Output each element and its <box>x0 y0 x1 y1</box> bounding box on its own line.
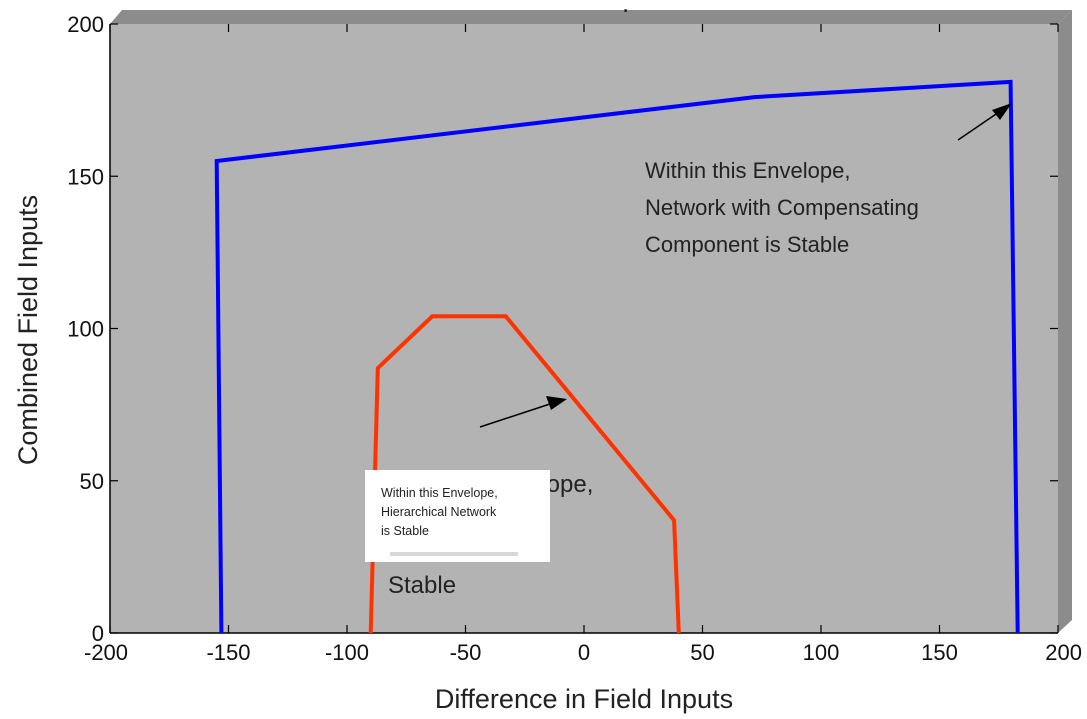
arrow-blue-annotation <box>957 103 1012 141</box>
x-axis-label: Difference in Field Inputs <box>435 684 733 714</box>
x-tick-label: 200 <box>1045 640 1082 665</box>
ticks: -200 -150 -100 -50 0 50 100 150 200 0 50 100 150 200 <box>67 12 1082 665</box>
x-tick-label: 100 <box>803 640 840 665</box>
annotation-red-box <box>365 470 550 562</box>
annotation-red-line-2: Hierarchical Network <box>381 505 497 519</box>
x-tick-label: 50 <box>690 640 714 665</box>
arrow-red-annotation <box>479 396 567 428</box>
frame-top-edge <box>110 10 1072 24</box>
frame-right-edge <box>1058 10 1072 633</box>
annotation-red-line-3: is Stable <box>381 524 429 538</box>
x-tick-label: 0 <box>578 640 590 665</box>
plot-area <box>110 24 1058 633</box>
series-line-0 <box>214 79 1020 634</box>
annotation-red-small: Within this Envelope, Hierarchical Netwo… <box>381 486 498 538</box>
y-tick-label: 100 <box>67 317 104 342</box>
y-tick-label: 0 <box>92 621 104 646</box>
y-tick-label: 150 <box>67 164 104 189</box>
annotation-blue-line-3: Component is Stable <box>645 232 849 257</box>
x-tick-label: -50 <box>450 640 482 665</box>
x-tick-label: -150 <box>206 640 250 665</box>
annotation-red-line-1: Within this Envelope, <box>381 486 498 500</box>
annotation-blue-line-1: Within this Envelope, <box>645 158 850 183</box>
y-axis-label: Combined Field Inputs <box>13 195 43 465</box>
x-tick-label: -100 <box>325 640 369 665</box>
x-tick-label: 150 <box>921 640 958 665</box>
x-tick-label: -200 <box>84 640 128 665</box>
y-tick-label: 50 <box>80 469 104 494</box>
y-tick-label: 200 <box>67 12 104 37</box>
annotation-blue: Within this Envelope, Network with Compe… <box>645 158 919 257</box>
series-line-1 <box>368 314 681 634</box>
stray-dot: . <box>622 0 629 18</box>
annotation-red-remnant-line-2: Stable <box>388 572 456 599</box>
annotation-red-box-smudge <box>390 552 518 556</box>
annotation-blue-line-2: Network with Compensating <box>645 195 919 220</box>
series <box>214 79 1020 634</box>
